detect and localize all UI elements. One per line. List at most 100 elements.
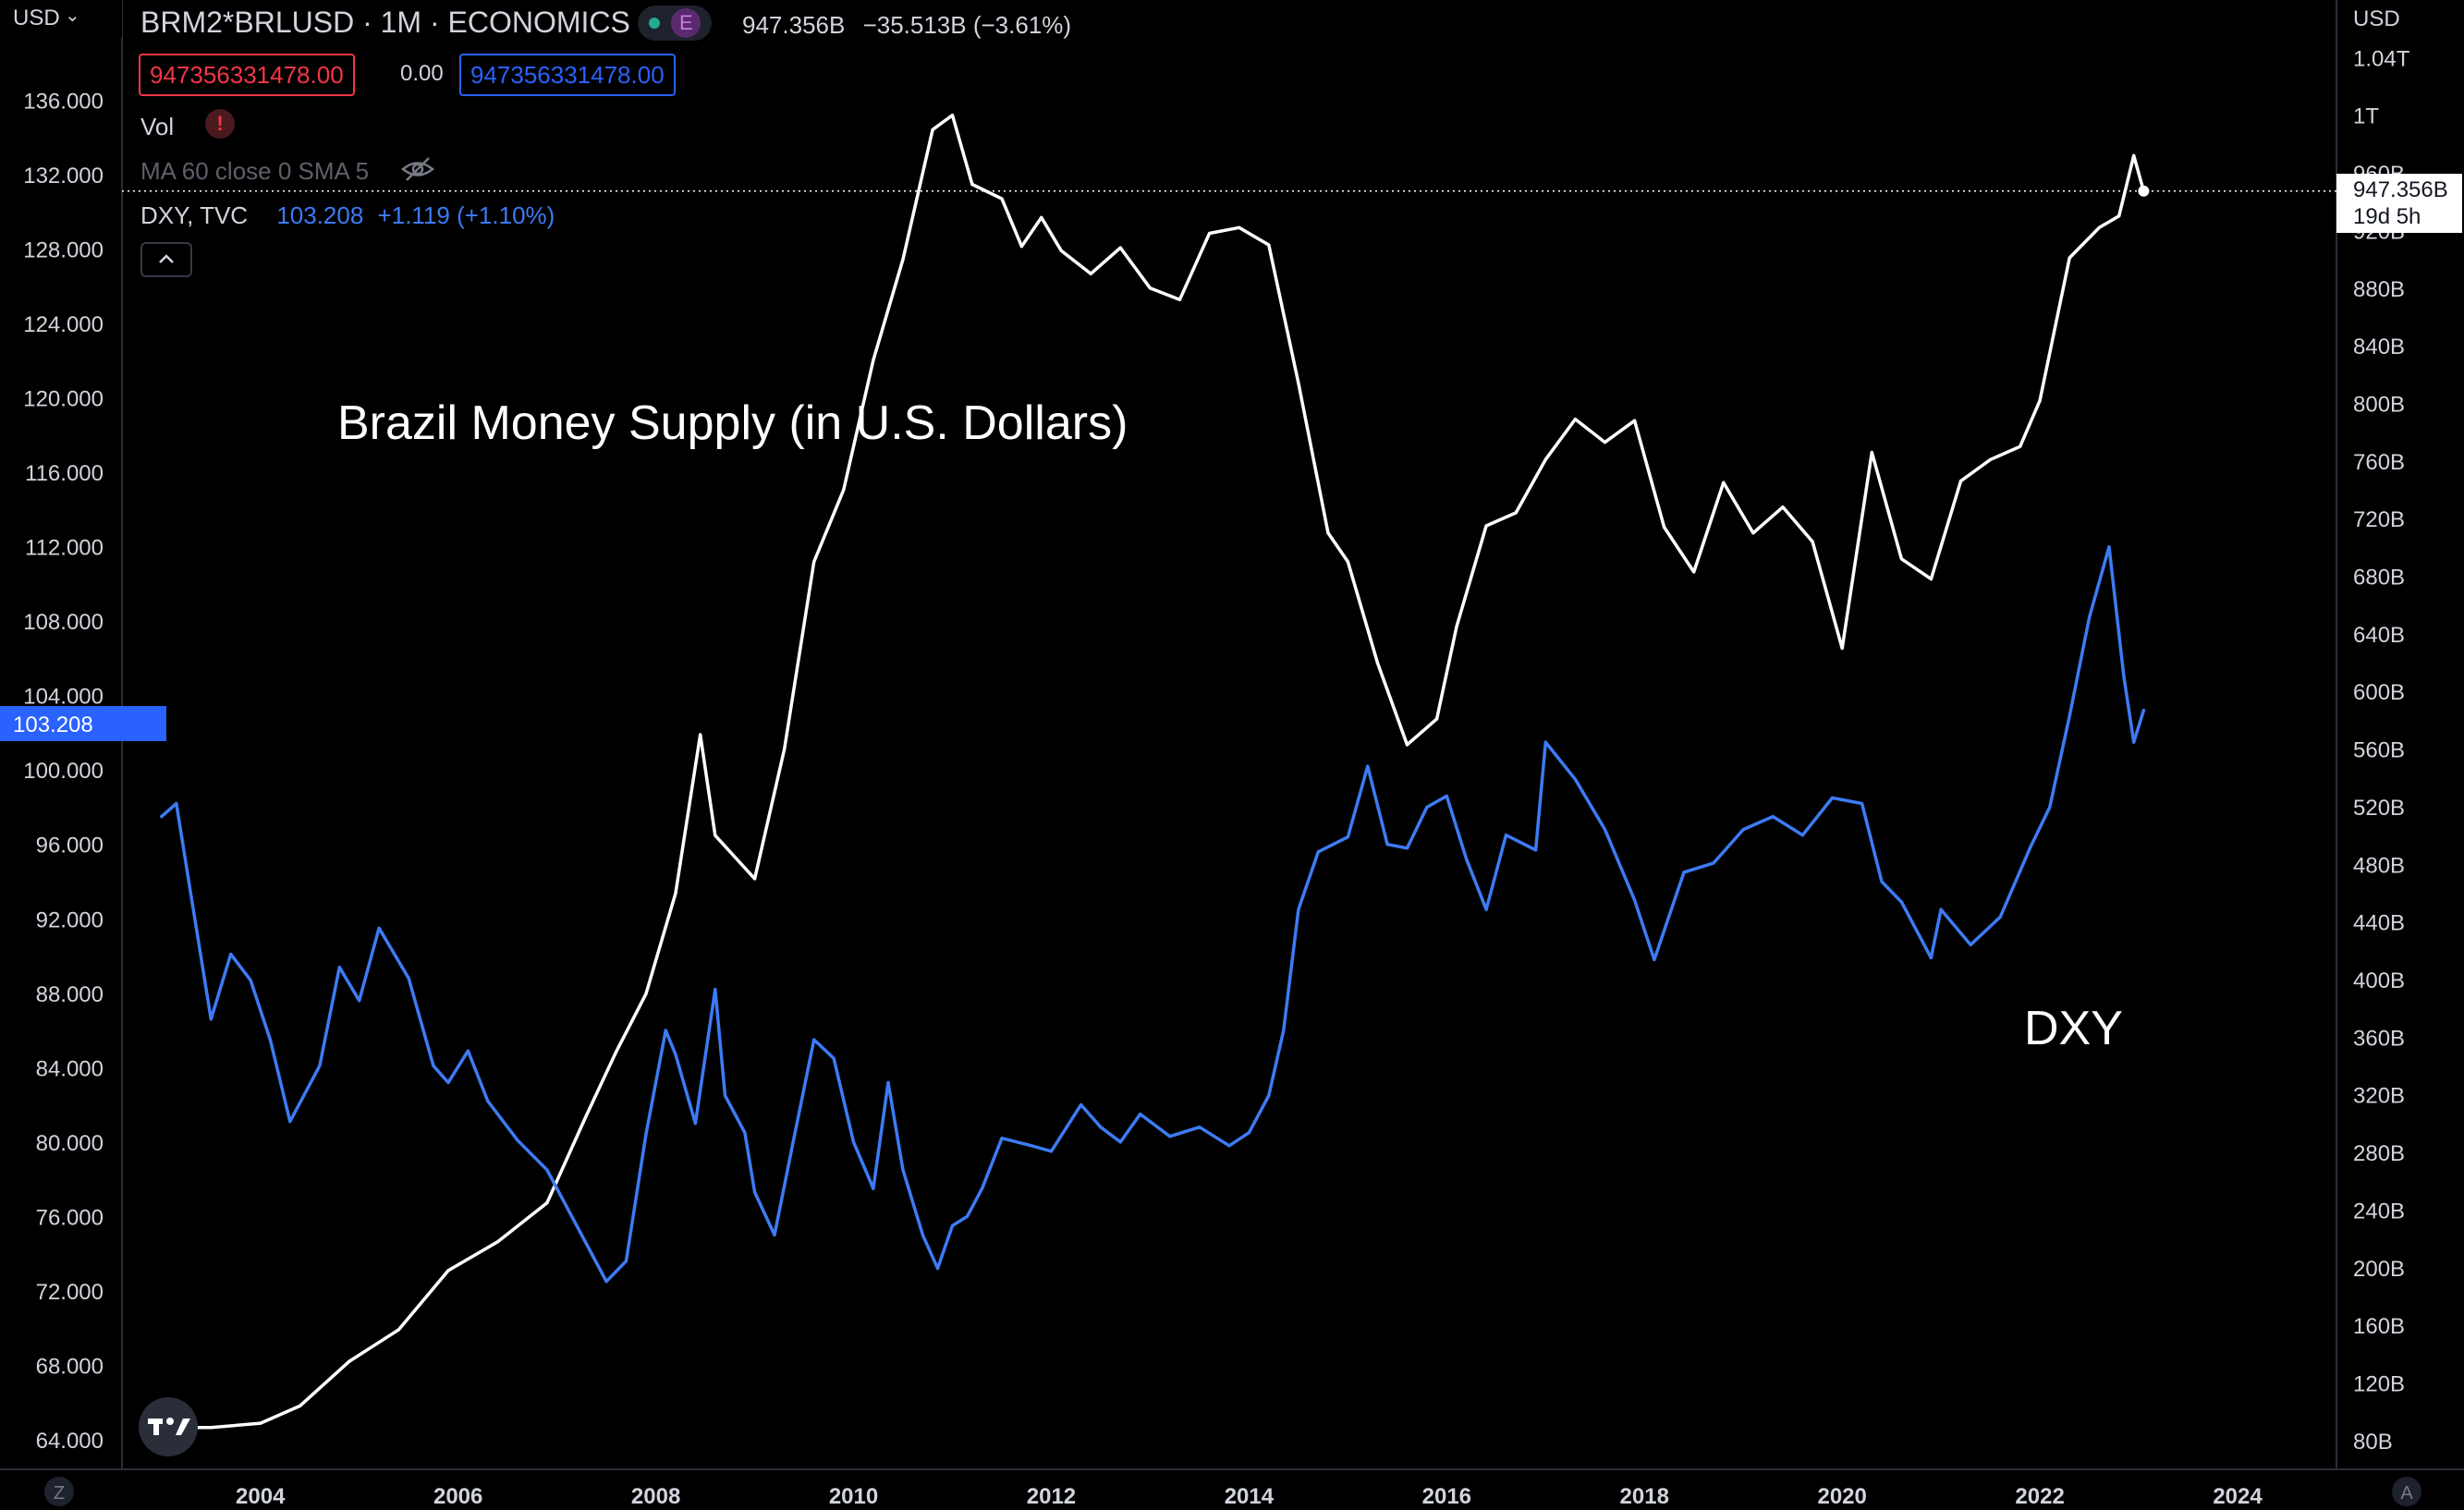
currency-menu[interactable]: USD ⌄ — [0, 0, 122, 37]
hidden-eye-icon[interactable] — [399, 155, 436, 183]
money-supply-point — [585, 1113, 589, 1117]
money-supply-point — [1375, 661, 1379, 664]
dxy-point — [407, 977, 410, 980]
left-axis-tick-label: 120.000 — [23, 387, 104, 412]
dxy-point — [981, 1187, 984, 1190]
dxy-point — [318, 1064, 322, 1067]
right-last-price-tag — [2336, 174, 2462, 233]
money-supply-point — [901, 258, 905, 262]
dxy-point — [1198, 1126, 1202, 1129]
money-supply-point — [1118, 246, 1122, 250]
dxy-point — [753, 1190, 757, 1194]
dxy-point — [466, 1049, 470, 1053]
money-supply-point — [1177, 298, 1182, 301]
dxy-point — [1080, 1102, 1083, 1107]
dxy-point — [886, 1080, 890, 1084]
tradingview-logo-icon[interactable] — [139, 1397, 198, 1456]
collapse-legend-button[interactable] — [140, 242, 192, 277]
money-supply-point — [2068, 256, 2071, 260]
left-last-price-tag — [0, 706, 166, 741]
dxy-point — [693, 1122, 698, 1126]
money-supply-point — [1514, 511, 1518, 515]
money-supply-point — [1870, 450, 1873, 455]
dxy-point — [792, 1135, 797, 1139]
dxy-point — [446, 1080, 450, 1084]
left-axis-tick-label: 112.000 — [25, 536, 104, 561]
dxy-series-line — [160, 544, 2146, 1284]
money-supply-point — [1148, 286, 1152, 290]
dxy-point — [1000, 1137, 1004, 1140]
right-axis-tick-label: 240B — [2353, 1199, 2405, 1224]
money-supply-point — [1811, 540, 1814, 543]
dxy-point — [773, 1233, 776, 1236]
dxy-point — [1969, 943, 1972, 946]
sell-button[interactable]: 947356331478.00 — [139, 54, 355, 96]
dxy-point — [1800, 834, 1804, 837]
dxy-point — [377, 926, 381, 930]
dxy-point — [1385, 843, 1389, 846]
dxy-point — [1297, 907, 1300, 911]
money-supply-point — [1455, 625, 1458, 628]
left-axis-tick-label: 132.000 — [23, 164, 104, 189]
vol-indicator-row[interactable]: Vol — [140, 113, 174, 141]
dxy-point — [832, 1056, 836, 1060]
time-axis[interactable]: 2004 2006 2008 2010 2012 2014 2016 2018 2020 2022… — [236, 1484, 2263, 1509]
left-axis-tick-label: 116.000 — [25, 461, 104, 486]
dxy-point — [644, 1133, 648, 1137]
warning-icon[interactable]: ! — [205, 109, 235, 139]
money-supply-point — [2132, 153, 2136, 157]
dxy-point — [1880, 880, 1884, 883]
right-axis-tick-label: 440B — [2353, 911, 2405, 936]
auto-scale-button[interactable] — [2392, 1477, 2421, 1506]
right-axis-tick-label: 1T — [2353, 104, 2379, 129]
left-axis-tick-label: 64.000 — [36, 1429, 104, 1454]
money-supply-point — [1484, 524, 1488, 528]
time-axis-tick-label: 2016 — [1422, 1484, 1471, 1509]
dxy-point — [1445, 794, 1448, 798]
right-axis-tick-label: 480B — [2353, 853, 2405, 878]
dxy-point — [1741, 828, 1745, 832]
ma-indicator-row[interactable]: MA 60 close 0 SMA 5 — [140, 157, 369, 186]
money-supply-point — [1692, 570, 1696, 574]
money-supply-point — [1000, 197, 1004, 201]
dxy-point — [1653, 957, 1656, 962]
dxy-point — [358, 999, 361, 1003]
left-price-axis[interactable]: 64.000 68.000 72.000 76.000 80.000 84.000 88.0… — [23, 15, 104, 1454]
right-axis-tick-label: 320B — [2353, 1084, 2405, 1109]
buy-button[interactable]: 947356331478.00 — [459, 54, 676, 96]
money-supply-point — [1603, 441, 1607, 444]
symbol-title[interactable]: BRM2*BRLUSD · 1M · ECONOMICS — [140, 6, 630, 39]
money-supply-point — [446, 1269, 450, 1273]
dxy-point — [1682, 871, 1686, 874]
dxy-point — [743, 1131, 747, 1135]
dxy-point — [229, 952, 233, 956]
dxy-point — [674, 1053, 677, 1056]
time-axis-tick-label: 2008 — [631, 1484, 680, 1509]
dxy-point — [1366, 764, 1370, 768]
change-value: −35.513B (−3.61%) — [862, 11, 1072, 39]
money-supply-point — [348, 1359, 351, 1363]
zoom-button[interactable] — [44, 1477, 74, 1506]
left-axis-tick-label: 104.000 — [23, 685, 104, 710]
dxy-point — [2048, 805, 2052, 810]
money-supply-point — [1781, 505, 1785, 509]
dxy-point — [664, 1029, 667, 1032]
right-price-axis[interactable]: 80B 120B 160B 200B 240B 280B 320B 360B 400B 440B 4… — [2353, 46, 2410, 1454]
right-axis-tick-label: 80B — [2353, 1430, 2393, 1455]
dxy-point — [2107, 545, 2111, 549]
money-supply-point — [2097, 225, 2101, 229]
compare-change: +1.119 (+1.10%) — [377, 201, 555, 229]
dxy-point — [1282, 1029, 1286, 1032]
dxy-point — [1633, 898, 1637, 902]
compare-legend-row[interactable]: DXY, TVC 103.208 +1.119 (+1.10%) — [140, 201, 555, 230]
money-supply-point — [1405, 743, 1409, 747]
time-axis-tick-label: 2004 — [236, 1484, 286, 1509]
left-axis-tick-label: 92.000 — [36, 907, 104, 932]
symbol-legend-row[interactable]: BRM2*BRLUSD · 1M · ECONOMICS — [140, 6, 630, 40]
market-status-pill[interactable]: E — [638, 6, 712, 41]
dxy-point — [575, 1224, 579, 1227]
money-supply-point — [1059, 249, 1063, 252]
right-axis-unit[interactable]: USD — [2353, 6, 2400, 31]
money-supply-point — [1663, 525, 1666, 530]
